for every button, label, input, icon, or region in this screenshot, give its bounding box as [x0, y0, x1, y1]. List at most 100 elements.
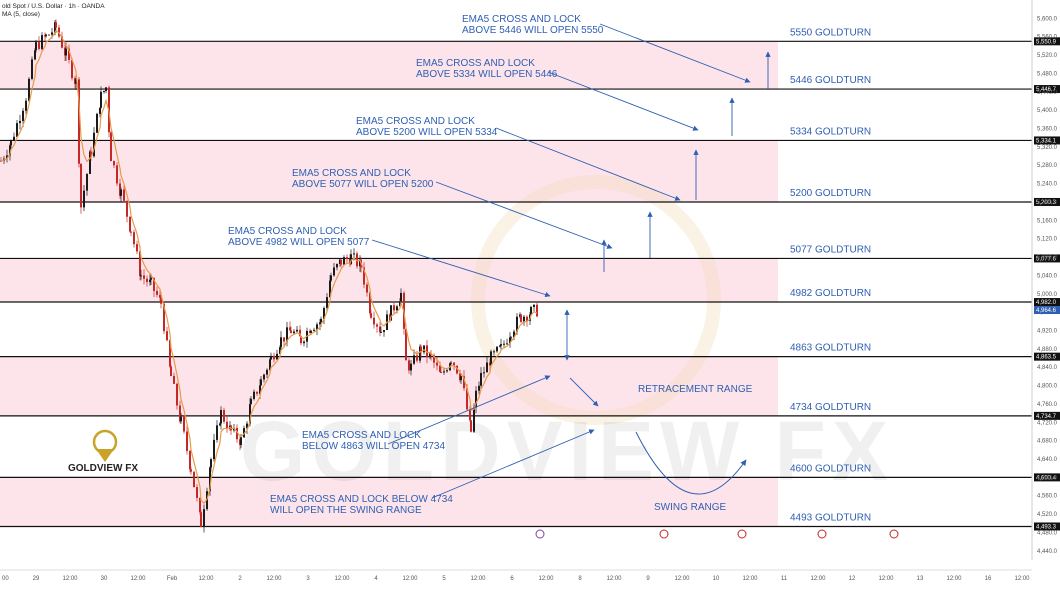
- candle-body-116: [293, 331, 295, 334]
- level-layer: [0, 40, 1032, 528]
- candle-body-175: [440, 371, 442, 373]
- candle-body-62: [159, 294, 161, 298]
- candle-body-64: [163, 303, 165, 332]
- time-tick-23: 11: [781, 576, 788, 582]
- candle-body-204: [513, 331, 515, 338]
- time-tick-19: 9: [646, 576, 650, 582]
- time-tick-21: 10: [713, 576, 720, 582]
- candle-body-111: [280, 337, 282, 348]
- time-tick-7: 2: [238, 576, 242, 582]
- level-label-layer: 5550 GOLDTURN 5446 GOLDTURN 5334 GOLDTURN 5…: [790, 27, 871, 523]
- candle-body-158: [399, 301, 401, 307]
- candle-body-68: [173, 376, 175, 384]
- candle-body-192: [483, 372, 485, 374]
- candle-body-84: [213, 439, 215, 460]
- candle-body-196: [493, 351, 495, 353]
- retracement-range-label: RETRACEMENT RANGE: [638, 384, 753, 395]
- price-tick-9: 5,240.0: [1037, 182, 1058, 188]
- candle-body-162: [408, 360, 410, 371]
- candle-body-56: [143, 275, 145, 279]
- price-tick-21: 4,760.0: [1037, 402, 1058, 408]
- annotation-arrow-2: [495, 127, 681, 201]
- candle-body-78: [199, 497, 201, 513]
- candle-body-17: [45, 34, 47, 37]
- candle-body-164: [413, 355, 415, 364]
- candle-body-54: [139, 251, 141, 277]
- time-axis[interactable]: 00 29 12:00 30 12:00 Feb 12:00 2 12:00 3 12:00 4 12:…: [0, 529, 1032, 582]
- candle-body-169: [426, 345, 428, 357]
- candle-body-86: [219, 423, 221, 426]
- candle-body-120: [303, 341, 305, 344]
- candle-body-65: [166, 331, 168, 341]
- time-tick-12: 12:00: [402, 576, 418, 582]
- candle-body-19: [51, 32, 53, 35]
- level-axis-label-4: 5,077.6: [1036, 256, 1057, 262]
- candle-body-131: [330, 275, 332, 281]
- candle-body-203: [510, 337, 512, 339]
- candle-body-83: [210, 459, 212, 468]
- candle-body-202: [509, 337, 511, 344]
- price-tick-18: 4,880.0: [1037, 347, 1058, 353]
- candle-body-5: [13, 136, 15, 141]
- candle-body-183: [460, 376, 462, 381]
- event-marker-icon-4: [889, 529, 899, 539]
- candle-body-77: [196, 487, 198, 498]
- level-axis-label-3: 5,200.3: [1036, 200, 1057, 206]
- candle-body-52: [133, 232, 135, 245]
- candle-body-89: [226, 421, 228, 429]
- time-tick-25: 12: [849, 576, 856, 582]
- price-tick-20: 4,800.0: [1037, 384, 1058, 390]
- event-marker-icon-0: [535, 529, 545, 539]
- candle-body-108: [273, 355, 275, 360]
- ema-line: [0, 29, 538, 505]
- candle-body-60: [153, 277, 155, 291]
- candle-body-165: [416, 355, 418, 361]
- candle-body-190: [478, 385, 480, 391]
- candle-body-71: [180, 416, 182, 422]
- candle-body-88: [223, 410, 225, 422]
- candle-body-30: [78, 79, 80, 164]
- candle-body-152: [383, 330, 385, 332]
- candle-body-126: [319, 322, 321, 325]
- price-tick-12: 5,120.0: [1037, 237, 1058, 243]
- candle-body-21: [55, 22, 57, 28]
- candle-body-36: [93, 132, 95, 157]
- level-axis-label-5: 4,982.0: [1036, 300, 1057, 306]
- candle-body-151: [380, 331, 382, 333]
- candle-body-125: [316, 324, 318, 330]
- candle-body-113: [286, 327, 288, 342]
- candle-body-167: [420, 346, 422, 353]
- candle-body-130: [329, 280, 331, 298]
- time-tick-24: 12:00: [810, 576, 826, 582]
- candle-body-110: [279, 347, 281, 354]
- annotation-arrow-1: [547, 71, 699, 131]
- candle-body-13: [35, 42, 37, 51]
- candle-body-87: [220, 410, 222, 424]
- candle-body-173: [436, 362, 438, 366]
- price-tick-23: 4,680.0: [1037, 439, 1058, 445]
- candle-body-80: [203, 509, 205, 528]
- zone-2: [0, 258, 778, 303]
- level-label-9: 4493 GOLDTURN: [790, 512, 871, 523]
- price-axis[interactable]: 5,550.9 5,446.7 5,334.1 5,200.3 5,077.6 4,982…: [1031, 0, 1060, 560]
- level-label-7: 4734 GOLDTURN: [790, 402, 871, 413]
- level-axis-tag-8: [1034, 473, 1060, 482]
- candle-body-32: [83, 190, 85, 208]
- annotation-line2-4: ABOVE 4982 WILL OPEN 5077: [228, 237, 370, 248]
- candle-body-40: [103, 90, 105, 92]
- candle-body-67: [170, 366, 172, 377]
- candle-body-102: [259, 385, 261, 394]
- price-tick-22: 4,720.0: [1037, 420, 1058, 426]
- annotation-line1-0: EMA5 CROSS AND LOCK: [462, 14, 581, 25]
- level-label-3: 5200 GOLDTURN: [790, 188, 871, 199]
- time-tick-18: 12:00: [606, 576, 622, 582]
- time-tick-15: 6: [510, 576, 514, 582]
- candle-body-212: [533, 304, 535, 307]
- level-axis-label-2: 5,334.1: [1036, 138, 1057, 144]
- candle-body-119: [300, 336, 302, 344]
- price-tick-13: 5,080.0: [1037, 255, 1058, 261]
- candle-body-207: [520, 314, 522, 322]
- time-tick-2: 12:00: [62, 576, 78, 582]
- candle-body-29: [75, 79, 77, 84]
